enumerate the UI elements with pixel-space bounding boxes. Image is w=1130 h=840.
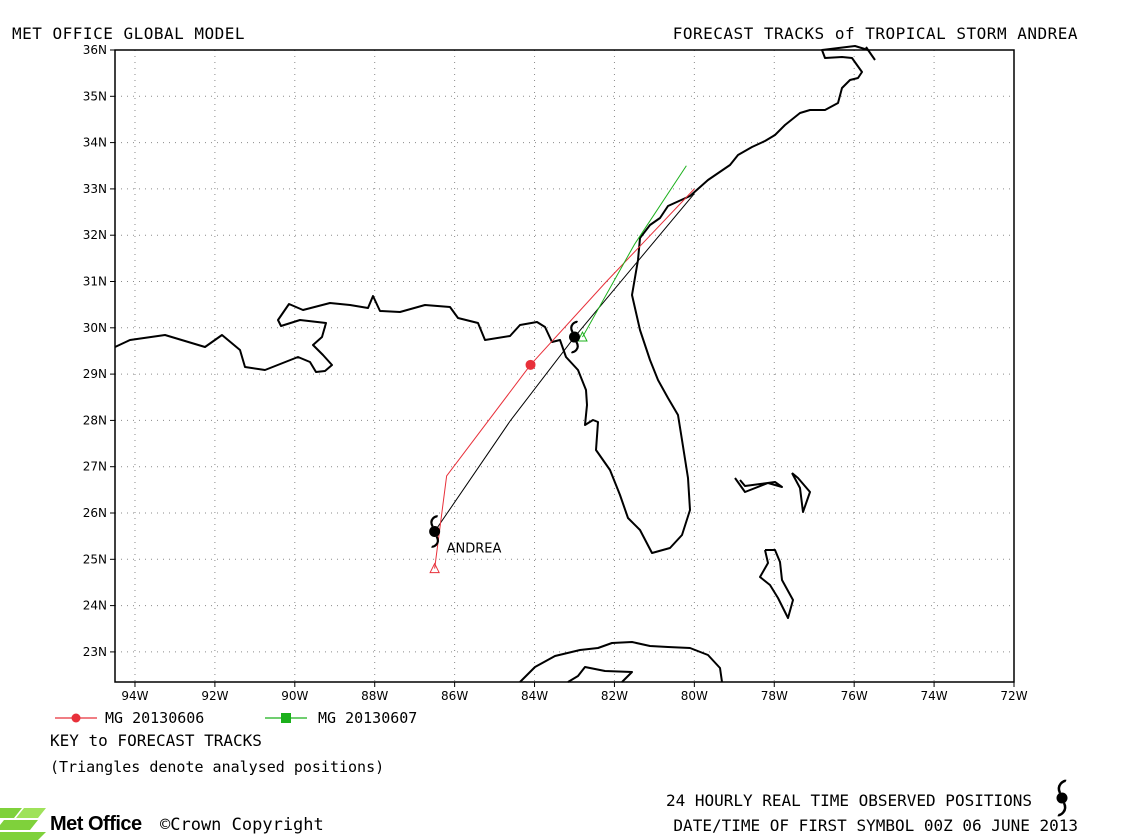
observed-positions-note: 24 HOURLY REAL TIME OBSERVED POSITIONS [665,791,1032,810]
lat-tick-label: 27N [83,460,107,474]
grid-lines [115,50,1014,682]
met-office-logo-icon [0,808,46,840]
storm-name-label: ANDREA [447,542,502,557]
lon-tick-label: 86W [441,689,468,703]
cape-fear-coast [865,46,876,61]
lat-tick-label: 32N [83,228,107,242]
met-office-logo-text: Met Office [50,813,142,835]
lat-tick-label: 33N [83,182,107,196]
axis-labels: 94W 92W 90W 88W 86W 84W 82W 80W 78W 76W 74W 72W 23N 2… [83,43,1028,703]
storm-symbol-icon [429,515,441,548]
gulf-coastline [114,45,869,554]
andros-coast [759,549,794,619]
map-frame [114,49,1015,683]
lat-tick-label: 36N [83,43,107,57]
coastlines [114,45,876,683]
legend-marker-mg20130606 [71,713,81,723]
chart-title: FORECAST TRACKS of TROPICAL STORM ANDREA [672,24,1078,43]
storm-symbol-icon [568,320,580,354]
observed-track-line [434,193,695,532]
lon-tick-label: 90W [281,689,308,703]
storm-tracks: ANDREA [429,165,695,574]
lon-tick-label: 72W [1000,689,1027,703]
legend-markers [55,713,307,723]
lon-tick-label: 82W [601,689,628,703]
lat-tick-label: 24N [83,599,107,613]
lat-tick-label: 31N [83,275,107,289]
lon-tick-label: 78W [761,689,788,703]
analysed-position-triangle [577,330,588,342]
lon-tick-label: 76W [841,689,868,703]
copyright-notice: ©Crown Copyright [160,815,324,835]
legend-marker-mg20130607 [281,713,291,723]
isle-of-youth-coast [567,666,633,683]
legend-label-mg20130607: MG 20130607 [318,709,418,727]
lon-tick-label: 88W [361,689,388,703]
forecast-position-marker [525,359,536,370]
lat-tick-label: 29N [83,367,107,381]
legend-label-mg20130606: MG 20130606 [105,709,205,727]
lat-tick-label: 30N [83,321,107,335]
forecast-track-line [434,188,695,569]
analysed-position-triangle [429,562,440,574]
abaco-coast [791,472,811,513]
lon-tick-label: 80W [681,689,708,703]
lon-tick-label: 74W [921,689,948,703]
lat-tick-label: 23N [83,645,107,659]
forecast-track-line [582,165,687,338]
lon-tick-label: 92W [201,689,228,703]
model-title: MET OFFICE GLOBAL MODEL [12,24,246,43]
lat-tick-label: 28N [83,413,107,427]
lon-tick-label: 84W [521,689,548,703]
key-note: (Triangles denote analysed positions) [50,758,385,776]
lat-tick-label: 25N [83,552,107,566]
cuba-coastline [519,641,723,683]
grand-bahama-coast [734,477,783,493]
lat-tick-label: 26N [83,506,107,520]
first-symbol-datetime: DATE/TIME OF FIRST SYMBOL 00Z 06 JUNE 20… [673,816,1078,835]
lat-tick-label: 35N [83,89,107,103]
lat-tick-label: 34N [83,136,107,150]
hurricane-symbol-icon [1056,779,1068,817]
lon-tick-label: 94W [121,689,148,703]
key-title: KEY to FORECAST TRACKS [50,731,262,750]
